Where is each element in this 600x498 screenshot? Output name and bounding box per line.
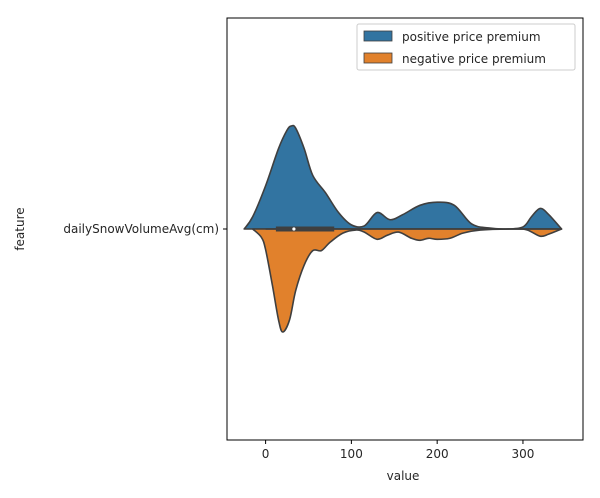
legend: positive price premium negative price pr… bbox=[356, 23, 576, 71]
legend-swatch-positive bbox=[363, 30, 393, 42]
box-median bbox=[292, 227, 296, 231]
legend-swatch-negative bbox=[363, 52, 393, 64]
legend-frame bbox=[356, 23, 576, 71]
x-tick-label: 0 bbox=[262, 447, 270, 461]
y-axis-label: feature bbox=[13, 207, 27, 250]
x-tick-label: 100 bbox=[340, 447, 363, 461]
x-tick-label: 200 bbox=[426, 447, 449, 461]
legend-label-negative: negative price premium bbox=[402, 52, 546, 66]
axes: 0 100 200 300 dailySnowVolumeAvg(cm) bbox=[63, 17, 584, 461]
box-iqr bbox=[275, 226, 335, 232]
x-tick-label: 300 bbox=[511, 447, 534, 461]
x-axis-label: value bbox=[387, 469, 420, 483]
violin-positive bbox=[243, 124, 563, 230]
plot-area bbox=[243, 124, 563, 333]
legend-label-positive: positive price premium bbox=[402, 30, 541, 44]
y-tick-label: dailySnowVolumeAvg(cm) bbox=[63, 222, 219, 236]
